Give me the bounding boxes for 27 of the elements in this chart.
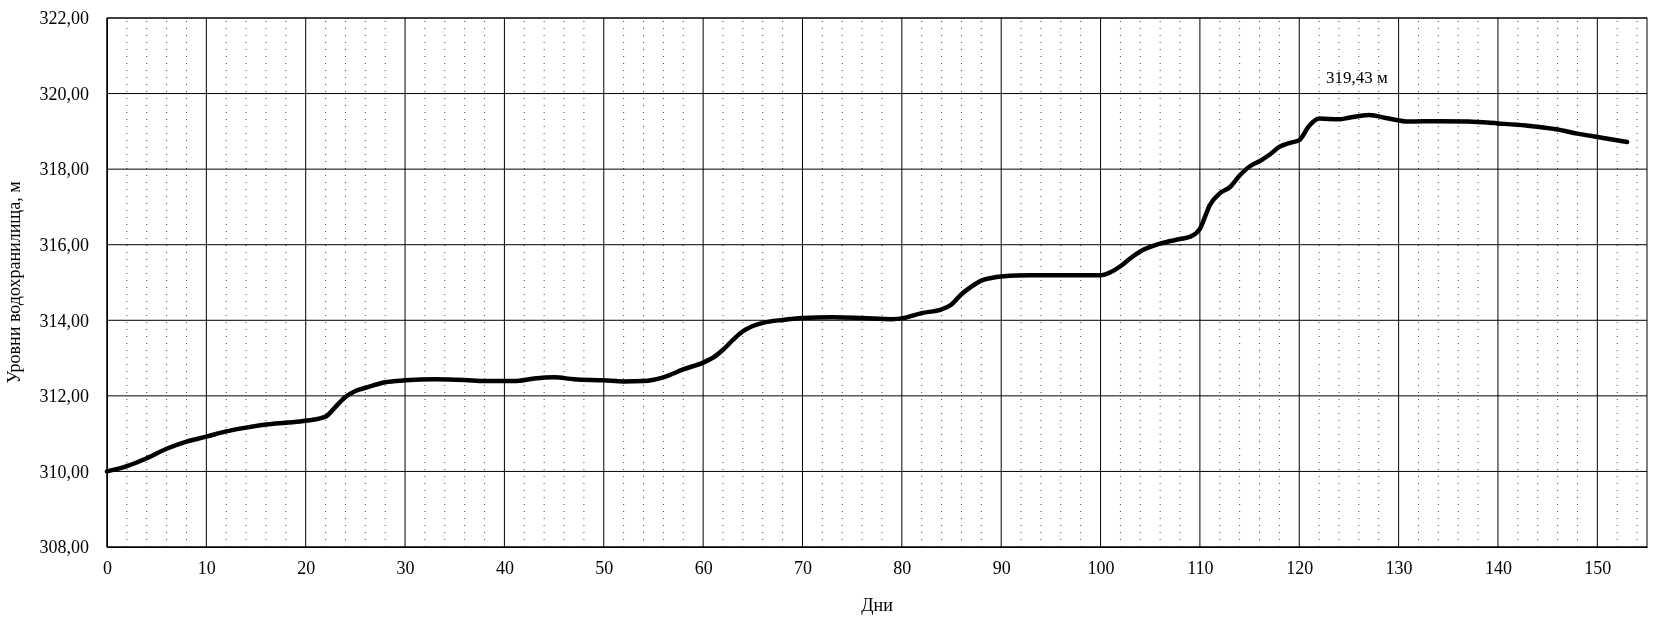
y-tick-label: 320,00	[39, 83, 89, 104]
annotation: 319,43 м	[1325, 68, 1388, 88]
x-axis-title: Дни	[861, 595, 894, 615]
x-tick-label: 100	[1087, 557, 1115, 578]
x-tick-label: 150	[1584, 557, 1612, 578]
x-tick-label: 140	[1484, 557, 1512, 578]
y-tick-label: 316,00	[39, 234, 89, 255]
y-tick-label: 312,00	[39, 386, 89, 407]
x-tick-label: 110	[1187, 557, 1214, 578]
x-tick-label: 130	[1385, 557, 1413, 578]
x-tick-label: 10	[197, 557, 216, 578]
x-tick-label: 40	[495, 557, 514, 578]
x-tick-label: 30	[396, 557, 415, 578]
y-tick-label: 310,00	[39, 461, 89, 482]
x-tick-label: 90	[992, 557, 1011, 578]
x-tick-label: 120	[1286, 557, 1314, 578]
x-tick-label: 80	[893, 557, 912, 578]
y-tick-label: 318,00	[39, 159, 89, 180]
y-axis-title: Уровни водохранилища, м	[4, 181, 24, 384]
x-tick-label: 0	[103, 557, 112, 578]
x-tick-label: 60	[694, 557, 713, 578]
x-tick-label: 20	[297, 557, 316, 578]
y-tick-label: 314,00	[39, 310, 89, 331]
y-tick-label: 308,00	[39, 537, 89, 558]
x-tick-label: 50	[595, 557, 614, 578]
x-tick-label: 70	[793, 557, 812, 578]
y-tick-label: 322,00	[39, 8, 89, 29]
